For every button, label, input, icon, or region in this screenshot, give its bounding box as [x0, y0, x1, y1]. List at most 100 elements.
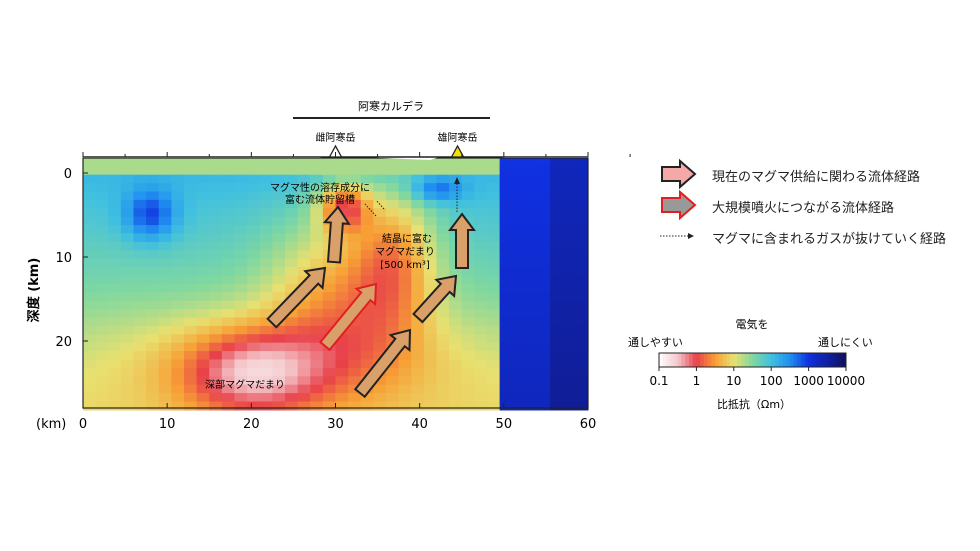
resistivity-cell — [537, 199, 551, 209]
resistivity-cell — [133, 283, 147, 293]
resistivity-cell — [411, 367, 425, 377]
resistivity-cell — [436, 376, 450, 386]
resistivity-cell — [259, 292, 273, 302]
resistivity-cell — [272, 351, 286, 361]
colorbar-segment — [748, 353, 753, 367]
resistivity-cell — [499, 208, 513, 218]
resistivity-cell — [158, 174, 172, 184]
resistivity-cell — [221, 317, 235, 327]
resistivity-cell — [411, 275, 425, 285]
colorbar-segment — [808, 353, 813, 367]
resistivity-cell — [487, 351, 501, 361]
resistivity-cell — [562, 351, 576, 361]
resistivity-cell — [108, 317, 122, 327]
resistivity-cell — [146, 267, 160, 277]
resistivity-cell — [398, 300, 412, 310]
resistivity-cell — [297, 233, 311, 243]
resistivity-cell — [512, 359, 526, 369]
resistivity-cell — [461, 376, 475, 386]
resistivity-cell — [499, 216, 513, 226]
resistivity-cell — [120, 267, 134, 277]
x-axis-unit: (km) — [36, 417, 66, 432]
resistivity-cell — [310, 367, 324, 377]
resistivity-cell — [512, 275, 526, 285]
resistivity-cell — [133, 342, 147, 352]
resistivity-cell — [196, 183, 210, 193]
resistivity-cell — [221, 283, 235, 293]
resistivity-cell — [360, 199, 374, 209]
colorbar-segment — [842, 353, 847, 367]
resistivity-cell — [335, 300, 349, 310]
resistivity-cell — [133, 384, 147, 394]
resistivity-cell — [499, 367, 513, 377]
resistivity-cell — [247, 325, 261, 335]
resistivity-cell — [322, 359, 336, 369]
resistivity-cell — [373, 325, 387, 335]
resistivity-cell — [95, 342, 109, 352]
colorbar-segment — [707, 353, 712, 367]
resistivity-cell — [285, 174, 299, 184]
resistivity-cell — [221, 250, 235, 260]
resistivity-cell — [512, 283, 526, 293]
resistivity-cell — [285, 267, 299, 277]
resistivity-cell — [285, 225, 299, 235]
resistivity-cell — [575, 401, 589, 411]
resistivity-cell — [335, 309, 349, 319]
resistivity-cell — [83, 367, 97, 377]
resistivity-cell — [461, 351, 475, 361]
resistivity-cell — [360, 317, 374, 327]
resistivity-cell — [209, 158, 223, 167]
resistivity-cell — [550, 317, 564, 327]
resistivity-cell — [196, 158, 210, 167]
resistivity-cell — [108, 216, 122, 226]
resistivity-cell — [322, 283, 336, 293]
resistivity-cell — [449, 267, 463, 277]
resistivity-cell — [247, 233, 261, 243]
colorbar-segment — [688, 353, 694, 367]
resistivity-cell — [562, 199, 576, 209]
resistivity-cell — [562, 275, 576, 285]
resistivity-cell — [398, 376, 412, 386]
resistivity-cell — [158, 401, 172, 411]
resistivity-cell — [423, 199, 437, 209]
resistivity-cell — [259, 158, 273, 167]
caldera-label: 阿寒カルデラ — [358, 99, 424, 113]
resistivity-cell — [209, 199, 223, 209]
resistivity-cell — [512, 174, 526, 184]
resistivity-cell — [158, 300, 172, 310]
resistivity-cell — [209, 317, 223, 327]
resistivity-cell — [398, 283, 412, 293]
resistivity-cell — [537, 393, 551, 403]
volcano-label: 雌阿寒岳 — [316, 131, 356, 144]
resistivity-cell — [386, 233, 400, 243]
resistivity-cell — [461, 384, 475, 394]
resistivity-cell — [373, 351, 387, 361]
resistivity-cell — [108, 174, 122, 184]
resistivity-cell — [259, 283, 273, 293]
resistivity-cell — [146, 199, 160, 209]
resistivity-cell — [398, 183, 412, 193]
resistivity-cell — [411, 300, 425, 310]
resistivity-cell — [184, 283, 198, 293]
resistivity-cell — [436, 317, 450, 327]
resistivity-cell — [524, 401, 538, 411]
resistivity-cell — [310, 342, 324, 352]
resistivity-cell — [524, 325, 538, 335]
resistivity-cell — [247, 376, 261, 386]
resistivity-cell — [95, 208, 109, 218]
resistivity-cell — [335, 359, 349, 369]
resistivity-cell — [285, 359, 299, 369]
colorbar-segment — [812, 353, 817, 367]
colorbar-segment — [681, 353, 686, 367]
resistivity-cell — [234, 367, 248, 377]
resistivity-cell — [423, 393, 437, 403]
resistivity-cell — [108, 351, 122, 361]
resistivity-cell — [499, 258, 513, 268]
resistivity-cell — [209, 216, 223, 226]
resistivity-cell — [285, 191, 299, 201]
resistivity-cell — [184, 384, 198, 394]
resistivity-cell — [386, 359, 400, 369]
resistivity-cell — [209, 351, 223, 361]
resistivity-cell — [133, 325, 147, 335]
resistivity-cell — [209, 367, 223, 377]
